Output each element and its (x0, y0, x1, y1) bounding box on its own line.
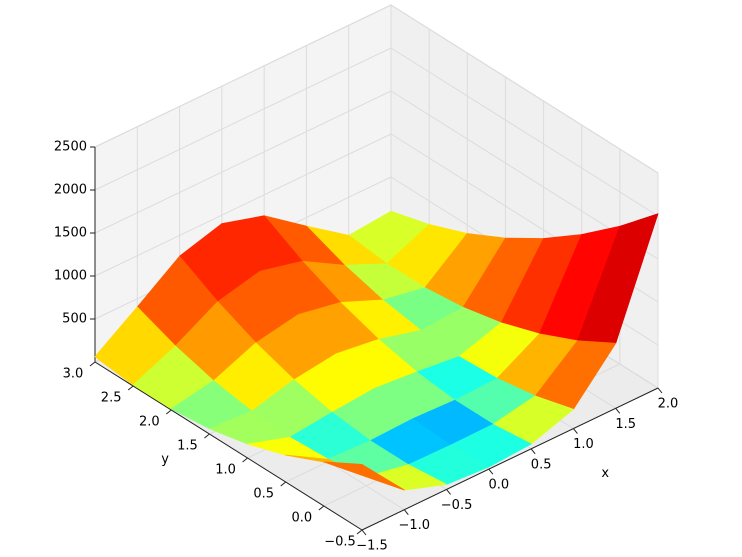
x-tick-label: 0.0 (489, 478, 510, 493)
x-tick-label: 0.5 (531, 457, 552, 472)
x-tick (361, 529, 367, 536)
y-tick (204, 433, 210, 439)
y-tick-label: 0.5 (253, 487, 274, 502)
x-tick (657, 387, 663, 394)
x-tick-label: 1.0 (573, 437, 594, 452)
z-tick-label: 1000 (54, 269, 87, 284)
x-tick-label: 2.0 (658, 397, 679, 412)
x-tick-label: −1.0 (398, 518, 430, 533)
surface-patch (323, 461, 405, 491)
grid-line (94, 4, 392, 148)
axis-line (94, 361, 363, 531)
y-tick-label: 1.5 (177, 439, 198, 454)
grid-line (94, 90, 392, 234)
x-axis-label: x (601, 466, 609, 481)
y-tick-label: 1.0 (215, 463, 236, 478)
y-tick (165, 409, 172, 415)
y-tick-label: 2.0 (139, 415, 160, 430)
z-tick-label: 2000 (54, 183, 87, 198)
y-tick (89, 361, 96, 367)
x-tick (446, 489, 451, 495)
z-tick-label: 500 (62, 312, 87, 327)
y-tick-label: 3.0 (63, 367, 84, 382)
y-tick (356, 529, 363, 535)
grid-line (94, 47, 392, 191)
x-tick (488, 468, 494, 475)
x-tick (403, 509, 409, 516)
z-tick-label: 2500 (54, 140, 87, 155)
x-tick-label: −1.5 (356, 539, 388, 554)
grid-line (390, 4, 659, 174)
y-axis-label: y (161, 452, 169, 467)
y-tick (127, 385, 134, 391)
x-tick-label: 1.5 (615, 417, 636, 432)
grid-line (94, 133, 392, 277)
y-tick-label: 0.0 (292, 511, 313, 526)
x-tick (573, 428, 578, 434)
grid-line (390, 47, 659, 217)
y-tick (280, 481, 287, 487)
y-tick (242, 457, 248, 463)
y-tick-label: 2.5 (101, 391, 122, 406)
y-tick (318, 505, 325, 511)
x-tick (530, 448, 536, 455)
x-tick (615, 407, 621, 414)
z-tick-label: 1500 (54, 226, 87, 241)
axis-line (361, 387, 659, 531)
x-tick-label: −0.5 (441, 498, 473, 513)
y-tick-label: −0.5 (324, 535, 356, 550)
